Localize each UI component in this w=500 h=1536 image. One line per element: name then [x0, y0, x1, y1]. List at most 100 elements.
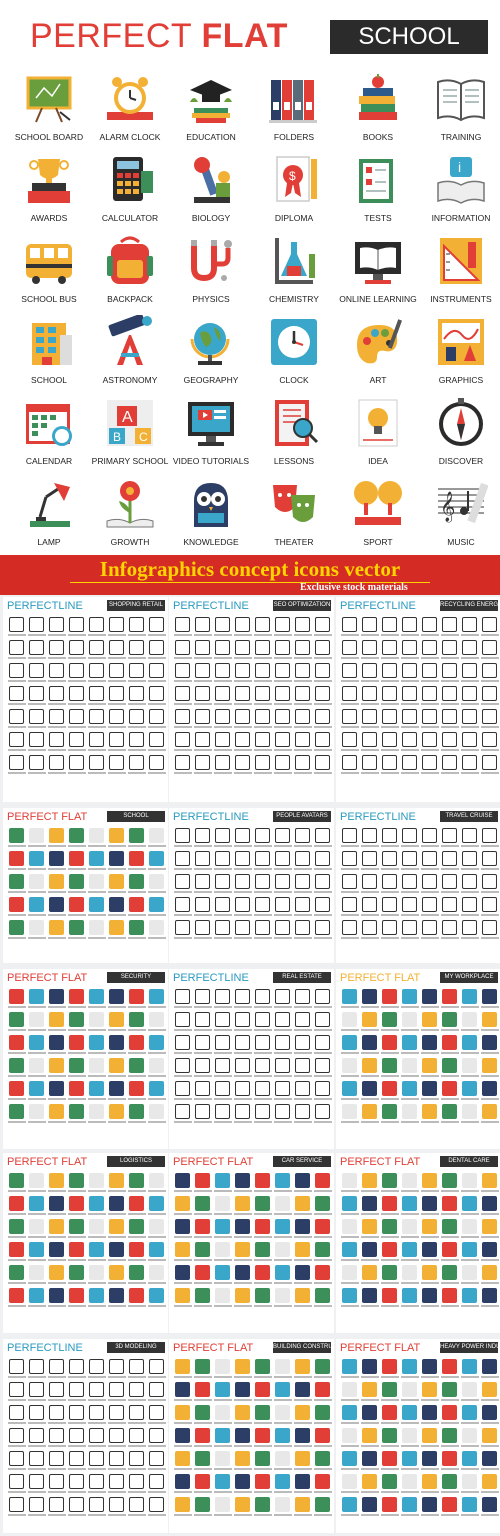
thumbnail-caption [148, 772, 166, 774]
thumbnail-caption [441, 1514, 459, 1516]
icon-label: TRAINING [440, 132, 482, 142]
thumbnail-caption [401, 845, 419, 847]
thumbnail-icon [402, 1173, 417, 1188]
thumbnail-caption [28, 1305, 46, 1307]
thumbnail-icon [255, 920, 270, 935]
thumbnail-icon [442, 1219, 457, 1234]
thumbnail-caption [481, 772, 499, 774]
thumbnail-icon [402, 1265, 417, 1280]
thumbnail-caption [441, 937, 459, 939]
thumbnail-icon [109, 1405, 124, 1420]
thumbnail-caption [294, 1514, 312, 1516]
thumbnail-icon [362, 1288, 377, 1303]
thumbnail-caption [294, 1305, 312, 1307]
thumbnail-caption [361, 914, 379, 916]
thumbnail-caption [48, 680, 66, 682]
thumbnail-caption [128, 703, 146, 705]
thumbnail-caption [108, 1282, 126, 1284]
thumbnail-caption [421, 1075, 439, 1077]
thumbnail-icon [69, 1265, 84, 1280]
thumbnail-caption [421, 1121, 439, 1123]
thumbnail-icon [175, 1081, 190, 1096]
thumbnail-icon [362, 1405, 377, 1420]
thumbnail-caption [341, 937, 359, 939]
icon-cell: CHEMISTRY [253, 232, 333, 312]
thumbnail-icon [149, 1405, 164, 1420]
thumbnail-caption [401, 726, 419, 728]
thumbnail-caption [481, 1282, 499, 1284]
thumbnail-caption [28, 680, 46, 682]
thumbnail-caption [8, 1422, 26, 1424]
information-icon: i [434, 153, 488, 207]
thumbnail-icon [315, 1265, 330, 1280]
thumbnail-caption [88, 891, 106, 893]
thumbnail-caption [401, 1514, 419, 1516]
thumbnail-icon [235, 989, 250, 1004]
thumbnail-caption [441, 680, 459, 682]
thumbnail-icon [442, 828, 457, 843]
school-board-icon [22, 72, 76, 126]
thumbnail-icon [49, 1451, 64, 1466]
thumbnail-caption [314, 1098, 332, 1100]
thumbnail-icon [402, 617, 417, 632]
thumbnail-caption [361, 937, 379, 939]
preview-sheet: PERFECT FLAT DENTAL CARE [336, 1153, 500, 1333]
thumbnail-icon [422, 686, 437, 701]
thumbnail-icon [462, 874, 477, 889]
thumbnail-caption [28, 1422, 46, 1424]
thumbnail-icon [215, 709, 230, 724]
thumbnail-caption [214, 1236, 232, 1238]
thumbnail-caption [128, 749, 146, 751]
thumbnail-icon [69, 1474, 84, 1489]
thumbnail-icon [9, 897, 24, 912]
thumbnail-caption [214, 1282, 232, 1284]
thumbnail-icon [482, 1451, 497, 1466]
thumbnail-caption [254, 914, 272, 916]
thumbnail-icon [69, 1451, 84, 1466]
thumbnail-icon [149, 897, 164, 912]
thumbnail-icon [49, 1242, 64, 1257]
thumbnail-caption [341, 680, 359, 682]
preview-sheet: PERFECTLINE SHOPPING RETAIL [3, 597, 168, 802]
thumbnail-icon [215, 1219, 230, 1234]
thumbnail-icon [442, 1081, 457, 1096]
thumbnail-icon [215, 1081, 230, 1096]
thumbnail-caption [48, 1399, 66, 1401]
thumbnail-caption [234, 634, 252, 636]
thumbnail-caption [234, 1445, 252, 1447]
icon-cell: BOOKS [337, 70, 417, 150]
thumbnail-icon [195, 686, 210, 701]
thumbnail-icon [382, 1012, 397, 1027]
thumbnail-icon [175, 686, 190, 701]
preview-sheet: PERFECT FLAT MY WORKPLACE [336, 969, 500, 1149]
thumbnail-icon [109, 1219, 124, 1234]
icon-label: IDEA [368, 456, 388, 466]
icon-label: ART [369, 375, 387, 385]
thumbnail-icon [442, 1196, 457, 1211]
thumbnail-caption [314, 1052, 332, 1054]
thumbnail-icon [382, 1219, 397, 1234]
thumbnail-caption [341, 1052, 359, 1054]
thumbnail-icon [255, 755, 270, 770]
thumbnail-caption [274, 1399, 292, 1401]
thumbnail-caption [8, 1445, 26, 1447]
thumbnail-icon [422, 1382, 437, 1397]
thumbnail-icon [235, 732, 250, 747]
thumbnail-caption [254, 772, 272, 774]
thumbnail-caption [174, 657, 192, 659]
thumbnail-caption [174, 1491, 192, 1493]
thumbnail-caption [194, 937, 212, 939]
thumbnail-icon [482, 732, 497, 747]
thumbnail-caption [381, 703, 399, 705]
thumbnail-icon [295, 617, 310, 632]
thumbnail-caption [214, 845, 232, 847]
thumbnail-caption [214, 1098, 232, 1100]
thumbnail-caption [341, 1075, 359, 1077]
thumbnail-caption [254, 1190, 272, 1192]
thumbnail-caption [381, 1468, 399, 1470]
geography-icon [184, 315, 238, 369]
thumbnail-caption [421, 1445, 439, 1447]
thumbnail-icon [49, 920, 64, 935]
thumbnail-caption [254, 937, 272, 939]
thumbnail-caption [274, 937, 292, 939]
